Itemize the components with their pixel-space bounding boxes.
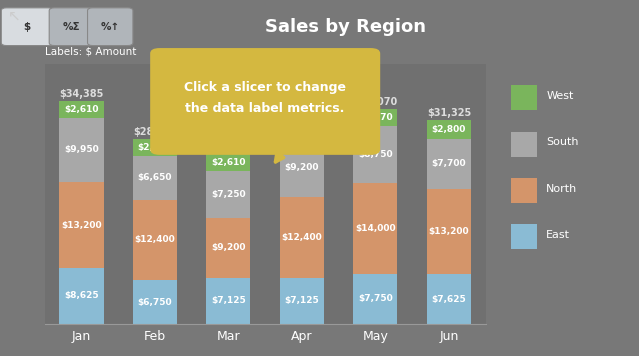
Text: $2,800: $2,800	[432, 125, 466, 134]
Text: $7,625: $7,625	[431, 295, 466, 304]
Bar	[280, 197, 324, 278]
Text: North: North	[546, 184, 578, 194]
Text: $2,650: $2,650	[138, 143, 172, 152]
Text: $31,325: $31,325	[427, 109, 471, 119]
Bar	[59, 268, 104, 324]
Text: $7,125: $7,125	[211, 296, 246, 305]
Bar	[353, 126, 397, 183]
Text: $8,750: $8,750	[358, 150, 393, 159]
Bar	[427, 120, 471, 138]
Text: West: West	[546, 91, 574, 101]
Bar	[133, 280, 177, 324]
Text: $9,950: $9,950	[64, 145, 99, 155]
Text: $2,570: $2,570	[284, 125, 320, 134]
Text: $2,610: $2,610	[212, 158, 245, 167]
Text: $12,400: $12,400	[282, 233, 322, 242]
Text: $13,200: $13,200	[61, 221, 102, 230]
Bar	[427, 274, 471, 324]
Text: $28,450: $28,450	[133, 127, 177, 137]
Bar	[206, 278, 250, 324]
Text: $33,070: $33,070	[353, 97, 397, 107]
Text: $31,295: $31,295	[280, 109, 324, 119]
Bar	[280, 121, 324, 137]
Bar	[133, 139, 177, 156]
Text: $7,125: $7,125	[284, 296, 320, 305]
Text: $7,700: $7,700	[431, 159, 466, 168]
Bar	[206, 154, 250, 171]
Bar	[353, 109, 397, 126]
Text: $9,200: $9,200	[285, 163, 319, 172]
Text: East: East	[546, 230, 571, 240]
Text: $7,750: $7,750	[358, 294, 393, 303]
Text: $2,570: $2,570	[358, 113, 393, 122]
Bar	[353, 274, 397, 324]
Bar	[59, 117, 104, 182]
Text: $13,200: $13,200	[429, 227, 469, 236]
Text: $7,250: $7,250	[211, 190, 246, 199]
Text: $26,185: $26,185	[206, 142, 250, 152]
Bar	[59, 100, 104, 117]
Bar	[280, 137, 324, 197]
Text: %Σ: %Σ	[63, 22, 81, 32]
Text: $8,625: $8,625	[64, 292, 99, 300]
Bar	[353, 183, 397, 274]
Text: %↑: %↑	[100, 22, 120, 32]
Bar	[427, 189, 471, 274]
Bar	[133, 156, 177, 200]
Text: $6,750: $6,750	[137, 298, 173, 307]
Text: $: $	[24, 22, 31, 32]
Text: Click a slicer to change
the data label metrics.: Click a slicer to change the data label …	[184, 81, 346, 115]
Bar	[206, 171, 250, 218]
Text: South: South	[546, 137, 579, 147]
Text: ↖: ↖	[8, 9, 20, 24]
Text: $6,650: $6,650	[138, 173, 172, 182]
Text: $34,385: $34,385	[59, 89, 104, 99]
Text: $2,610: $2,610	[65, 105, 98, 114]
Bar	[59, 182, 104, 268]
Text: $14,000: $14,000	[355, 224, 396, 232]
Bar	[206, 218, 250, 278]
Text: Sales by Region: Sales by Region	[265, 18, 426, 36]
Text: Labels: $ Amount: Labels: $ Amount	[45, 46, 136, 56]
Text: $9,200: $9,200	[212, 243, 245, 252]
Bar	[427, 138, 471, 189]
Bar	[280, 278, 324, 324]
Text: $12,400: $12,400	[135, 235, 175, 244]
Bar	[133, 200, 177, 280]
